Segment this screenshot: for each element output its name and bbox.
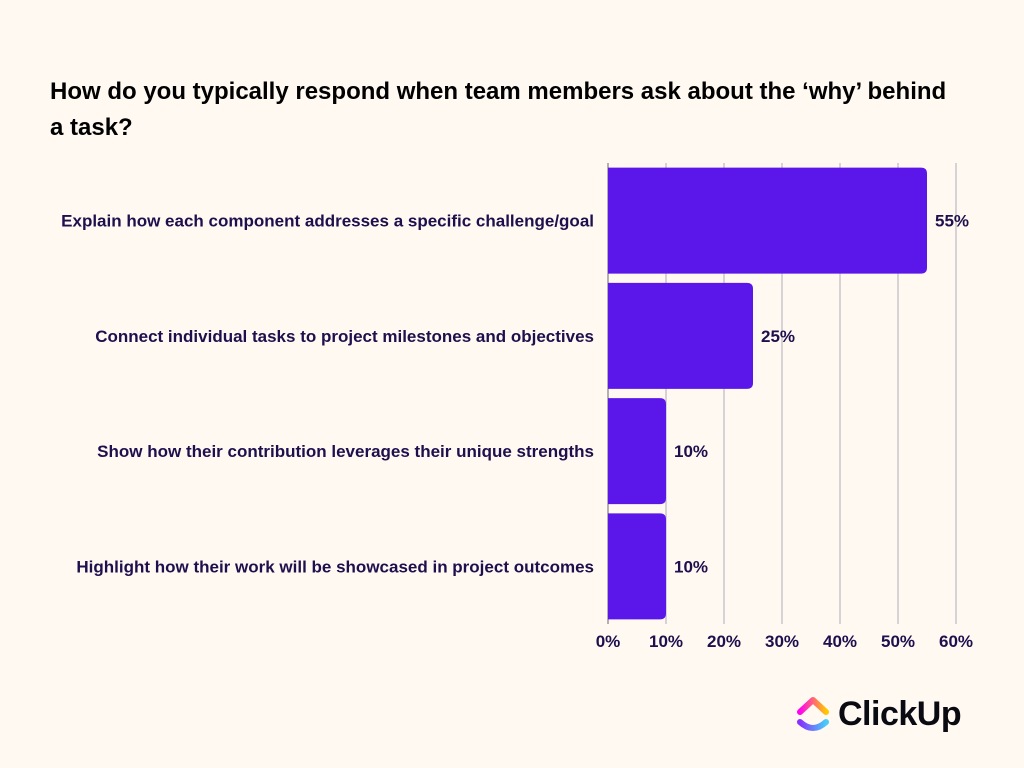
category-label-1: Connect individual tasks to project mile…: [95, 327, 594, 346]
category-label-3: Highlight how their work will be showcas…: [76, 557, 594, 576]
bar-2: [608, 398, 666, 505]
x-tick-label-60: 60%: [939, 632, 973, 651]
bar-0: [608, 167, 927, 274]
value-label-0: 55%: [935, 212, 969, 231]
x-tick-label-50: 50%: [881, 632, 915, 651]
bar-1: [608, 282, 753, 389]
value-label-1: 25%: [761, 327, 795, 346]
bar-3: [608, 513, 666, 620]
category-label-2: Show how their contribution leverages th…: [97, 442, 594, 461]
x-tick-label-10: 10%: [649, 632, 683, 651]
x-tick-label-40: 40%: [823, 632, 857, 651]
value-label-3: 10%: [674, 557, 708, 576]
value-label-2: 10%: [674, 442, 708, 461]
x-tick-label-20: 20%: [707, 632, 741, 651]
clickup-logo-icon: [797, 697, 829, 731]
clickup-logo: ClickUp: [796, 692, 962, 736]
chart-title: How do you typically respond when team m…: [50, 78, 947, 141]
x-tick-label-30: 30%: [765, 632, 799, 651]
category-label-0: Explain how each component addresses a s…: [61, 212, 594, 231]
x-tick-label-0: 0%: [596, 632, 621, 651]
brand-name: ClickUp: [838, 694, 962, 733]
